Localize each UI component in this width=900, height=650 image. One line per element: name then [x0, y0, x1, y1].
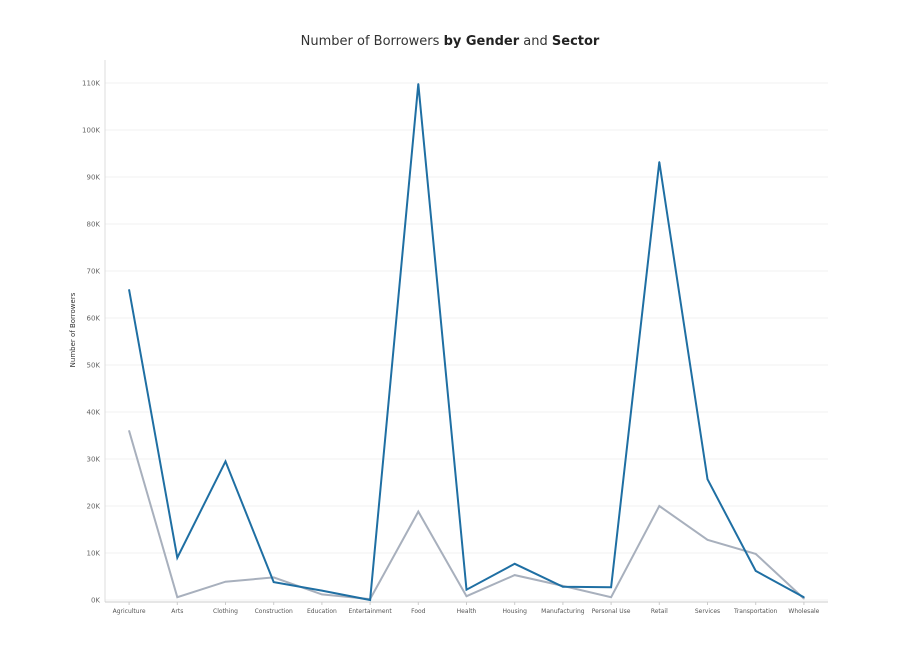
- series-1-point: [658, 161, 661, 163]
- x-tick-label: Transportation: [733, 608, 778, 615]
- title-part-3: and: [519, 34, 552, 49]
- y-tick-label: 100K: [82, 127, 100, 135]
- x-tick-label: Housing: [503, 608, 528, 615]
- y-tick-label: 60K: [87, 315, 101, 323]
- y-tick-label: 10K: [87, 550, 101, 558]
- y-tick-label: 30K: [87, 456, 101, 464]
- x-tick-label: Construction: [255, 608, 293, 615]
- series-2-point: [465, 595, 468, 598]
- x-tick-label: Personal Use: [592, 608, 631, 615]
- series-line-2: [128, 430, 805, 601]
- series-1-point: [128, 289, 130, 291]
- x-tick-label: Entertainment: [348, 608, 392, 615]
- series-1-point: [610, 586, 612, 589]
- series-1-point: [803, 596, 805, 598]
- series-2-point: [706, 539, 709, 541]
- y-axis-label: Number of Borrowers: [69, 292, 77, 367]
- chart-title: Number of Borrowers by Gender and Sector: [0, 34, 900, 49]
- series-lines: [128, 83, 805, 602]
- x-tick-label: Retail: [651, 608, 668, 615]
- series-2-point: [272, 576, 275, 579]
- series-2-point: [803, 597, 805, 600]
- series-1-point: [754, 570, 757, 572]
- title-part-2: by Gender: [443, 34, 520, 49]
- title-part-1: Number of Borrowers: [300, 34, 444, 49]
- title-part-4: Sector: [551, 34, 600, 49]
- series-2-point: [176, 596, 179, 598]
- y-tick-label: 70K: [87, 268, 101, 276]
- y-tick-label: 90K: [87, 174, 101, 182]
- series-1-point: [321, 589, 323, 592]
- series-1-point: [465, 588, 468, 591]
- series-1-point: [272, 581, 275, 583]
- series-2-point: [321, 593, 323, 596]
- x-tick-label: Services: [695, 608, 720, 615]
- series-1-point: [562, 586, 564, 588]
- series-2-point: [513, 574, 516, 576]
- y-tick-label: 50K: [87, 362, 101, 370]
- series-1-point: [513, 563, 516, 565]
- gridlines: [105, 82, 828, 601]
- x-tick-label: Wholesale: [788, 608, 819, 615]
- series-1-point: [224, 460, 227, 463]
- x-tick-label: Education: [307, 608, 337, 615]
- x-tick-label: Food: [411, 608, 426, 615]
- series-line-1: [128, 83, 805, 602]
- series-2-point: [610, 596, 612, 598]
- y-tick-label: 40K: [87, 409, 101, 417]
- series-2-point: [754, 553, 757, 555]
- x-tick-label: Clothing: [213, 608, 238, 615]
- y-tick-label: 80K: [87, 221, 101, 229]
- series-2-point: [128, 430, 130, 432]
- x-tick-label: Manufacturing: [541, 608, 585, 615]
- series-2-point: [224, 580, 227, 583]
- x-tick-label: Arts: [171, 608, 183, 615]
- series-1-point: [417, 83, 420, 85]
- series-1-point: [369, 599, 371, 601]
- x-tick-label: Agriculture: [113, 608, 146, 615]
- y-tick-label: 110K: [82, 80, 100, 88]
- series-1-point: [176, 556, 179, 559]
- axes: 0K 10K 20K 30K 40K 50K 60K 70K 80K 90K 100K 110K Agr…: [82, 60, 828, 615]
- y-tick-label: 0K: [91, 597, 100, 605]
- x-tick-label: Health: [457, 608, 477, 615]
- series-2-point: [658, 505, 661, 507]
- series-1-point: [706, 478, 709, 481]
- y-tick-label: 20K: [87, 503, 101, 511]
- series-2-point: [417, 510, 420, 513]
